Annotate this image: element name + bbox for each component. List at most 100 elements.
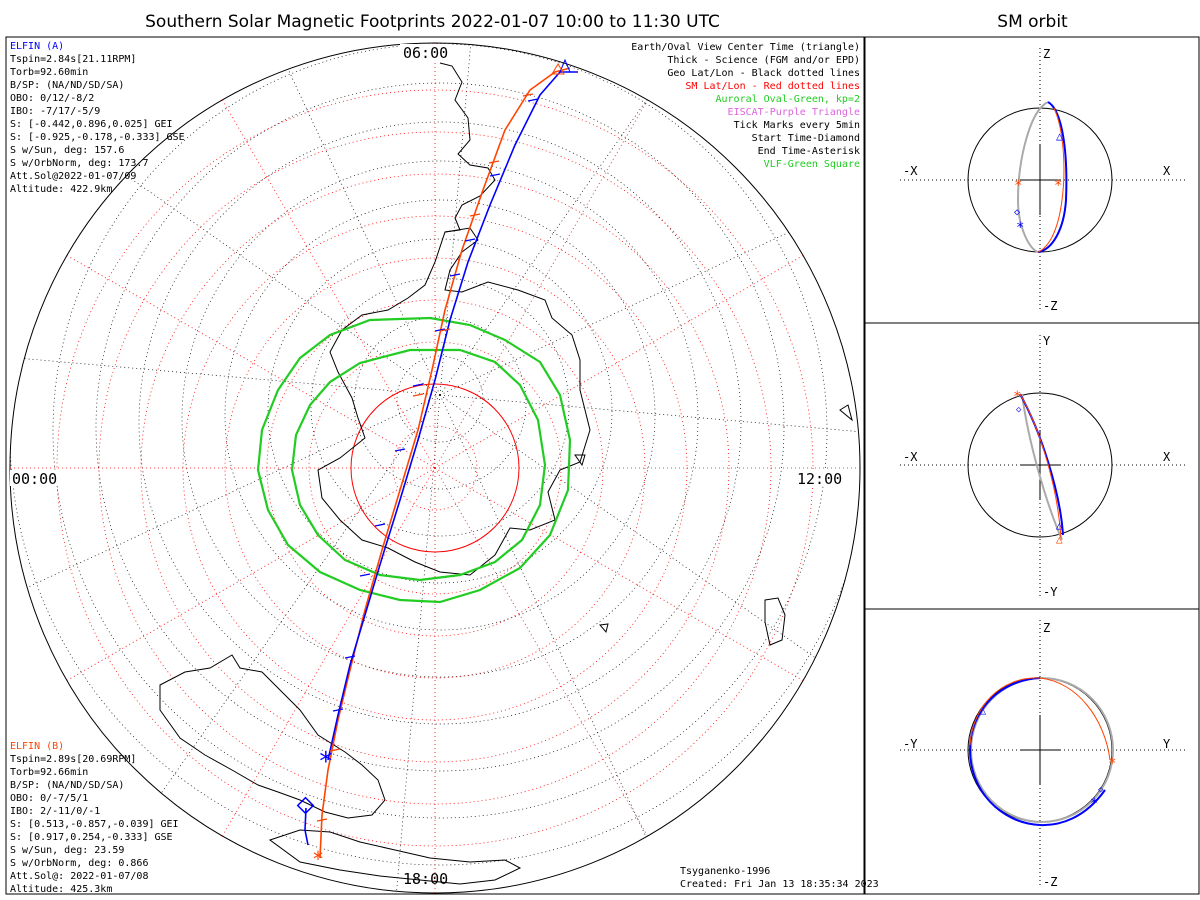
orbit-marker: △ <box>980 706 986 717</box>
orbit-gray <box>1016 101 1049 253</box>
orbit-marker: * <box>1014 178 1022 194</box>
elfin-b-track <box>319 67 571 859</box>
axis-label-top: Z <box>1043 621 1050 635</box>
legend-item: End Time-Asterisk <box>758 146 860 157</box>
elfin-a-line: S w/Sun, deg: 157.6 <box>10 145 124 156</box>
sm-longitude-line <box>66 255 436 469</box>
africa-outline <box>159 654 386 819</box>
legend-item: Tick Marks every 5min <box>734 120 860 131</box>
tick-mark-b <box>412 393 424 397</box>
coastlines <box>159 62 853 885</box>
elfin-b-line: B/SP: (NA/ND/SD/SA) <box>10 780 124 791</box>
sm-latitude-circle <box>224 257 646 679</box>
axis-label-top: Z <box>1043 47 1050 61</box>
elfin-b-start-asterisk: * <box>312 847 324 871</box>
orbit-b <box>1037 107 1065 253</box>
geo-longitude-line <box>13 96 441 396</box>
orbit-panel-xz: △ * * ◇ * Z -Z -X X <box>900 47 1185 313</box>
tick-mark-b <box>329 748 341 752</box>
south-america-outline <box>439 62 496 233</box>
elfin-b-line: S: [0.513,-0.857,-0.039] GEI <box>10 819 179 830</box>
elfin-a-track <box>327 71 578 761</box>
tick-mark-b <box>522 93 534 97</box>
geo-latitude-circle <box>353 316 527 490</box>
elfin-a-line: S w/OrbNorm, deg: 173.7 <box>10 158 148 169</box>
axis-label-left: -X <box>903 164 918 178</box>
elfin-b-line: S w/Sun, deg: 23.59 <box>10 845 124 856</box>
geo-longitude-line <box>439 43 486 396</box>
geo-longitude-line <box>439 394 860 441</box>
geo-longitude-line <box>439 174 860 396</box>
footprint-tracks: * * <box>296 58 578 871</box>
antarctica-outline <box>317 227 591 576</box>
sm-longitude-line <box>222 99 436 469</box>
tick-mark-a <box>332 708 344 712</box>
orbit-b <box>969 677 1111 761</box>
orbit-marker: * <box>1108 756 1116 772</box>
geo-longitude-line <box>439 394 860 694</box>
axis-label-right: X <box>1163 164 1171 178</box>
sm-latitude-circle <box>392 425 478 511</box>
axis-label-left: -Y <box>903 737 918 751</box>
orbit-marker: * <box>1016 220 1024 236</box>
sm-longitude-line <box>66 467 436 681</box>
polar-map: * * 06:00 00:00 12:00 18:00 <box>9 42 861 894</box>
legend-item: Auroral Oval-Green, kp=2 <box>716 94 861 105</box>
geo-longitude-line <box>10 349 441 396</box>
legend-item: SM Lat/Lon - Red dotted lines <box>685 81 860 92</box>
tick-mark-a <box>527 98 539 102</box>
axis-label-bottom: -Z <box>1043 299 1057 313</box>
legend-item: Geo Lat/Lon - Black dotted lines <box>667 68 860 79</box>
axis-label-top: Y <box>1043 334 1051 348</box>
orbit-marker: * <box>1054 178 1062 194</box>
axis-label-left: -X <box>903 450 918 464</box>
elfin-a-line: Altitude: 422.9km <box>10 184 112 195</box>
tick-mark-a <box>489 173 501 177</box>
map-frame <box>5 36 865 895</box>
islands-outline <box>574 404 853 646</box>
mlt-labels: 06:00 00:00 12:00 18:00 <box>10 44 845 888</box>
legend-item: VLF-Green Square <box>764 159 860 170</box>
elfin-b-line: Tspin=2.89s[20.69RPM] <box>10 754 136 765</box>
mlt-label-00: 00:00 <box>12 470 57 488</box>
sm-longitude-line <box>434 467 804 681</box>
sm-latitude-circle <box>140 173 730 763</box>
elfin-b-line: S: [0.917,0.254,-0.333] GSE <box>10 832 173 843</box>
legend-item: Earth/Oval View Center Time (triangle) <box>631 42 860 53</box>
orbit-marker: * <box>1013 389 1021 405</box>
tick-mark-a <box>464 238 476 242</box>
credit: Tsyganenko-1996 Created: Fri Jan 13 18:3… <box>680 866 879 890</box>
tick-mark-b <box>488 160 500 164</box>
geo-longitude-line <box>439 43 739 396</box>
axis-label-right: X <box>1163 450 1171 464</box>
orbit-marker: △ <box>1056 519 1063 532</box>
legend: Earth/Oval View Center Time (triangle) T… <box>631 42 860 170</box>
elfin-b-line: Torb=92.66min <box>10 767 88 778</box>
geo-longitude-line <box>394 394 441 893</box>
elfin-b-view-triangle <box>551 63 565 75</box>
orbit-title: SM orbit <box>997 12 1068 32</box>
orbit-marker: △ <box>1056 129 1064 143</box>
elfin-a-info: ELFIN (A) Tspin=2.84s[21.11RPM] Torb=92.… <box>10 41 185 195</box>
tick-mark-a <box>412 383 424 387</box>
orbit-b <box>1019 393 1062 539</box>
mlt-label-12: 12:00 <box>797 470 842 488</box>
elfin-b-line: Att.Sol@: 2022-01-07/08 <box>10 871 148 882</box>
orbit-marker: △ <box>1056 533 1063 546</box>
geo-longitude-line <box>439 394 661 867</box>
sm-latitude-circle <box>308 341 562 595</box>
geo-latitude-circle <box>310 277 570 537</box>
elfin-a-line: B/SP: (NA/ND/SD/SA) <box>10 80 124 91</box>
elfin-a-start-track <box>304 807 309 846</box>
elfin-b-info: ELFIN (B) Tspin=2.89s[20.69RPM] Torb=92.… <box>10 741 179 895</box>
auroral-oval-outer <box>256 316 572 604</box>
geo-latitude-circle <box>396 355 484 443</box>
sm-longitude-line <box>434 467 648 837</box>
elfin-a-line: Torb=92.60min <box>10 67 88 78</box>
geo-latitude-circle <box>224 199 656 631</box>
elfin-b-line: OBO: 0/-7/5/1 <box>10 793 88 804</box>
geo-latitude-circle <box>267 238 613 584</box>
tick-mark-a <box>434 328 446 332</box>
elfin-b-line: IBO: 2/-11/0/-1 <box>10 806 100 817</box>
